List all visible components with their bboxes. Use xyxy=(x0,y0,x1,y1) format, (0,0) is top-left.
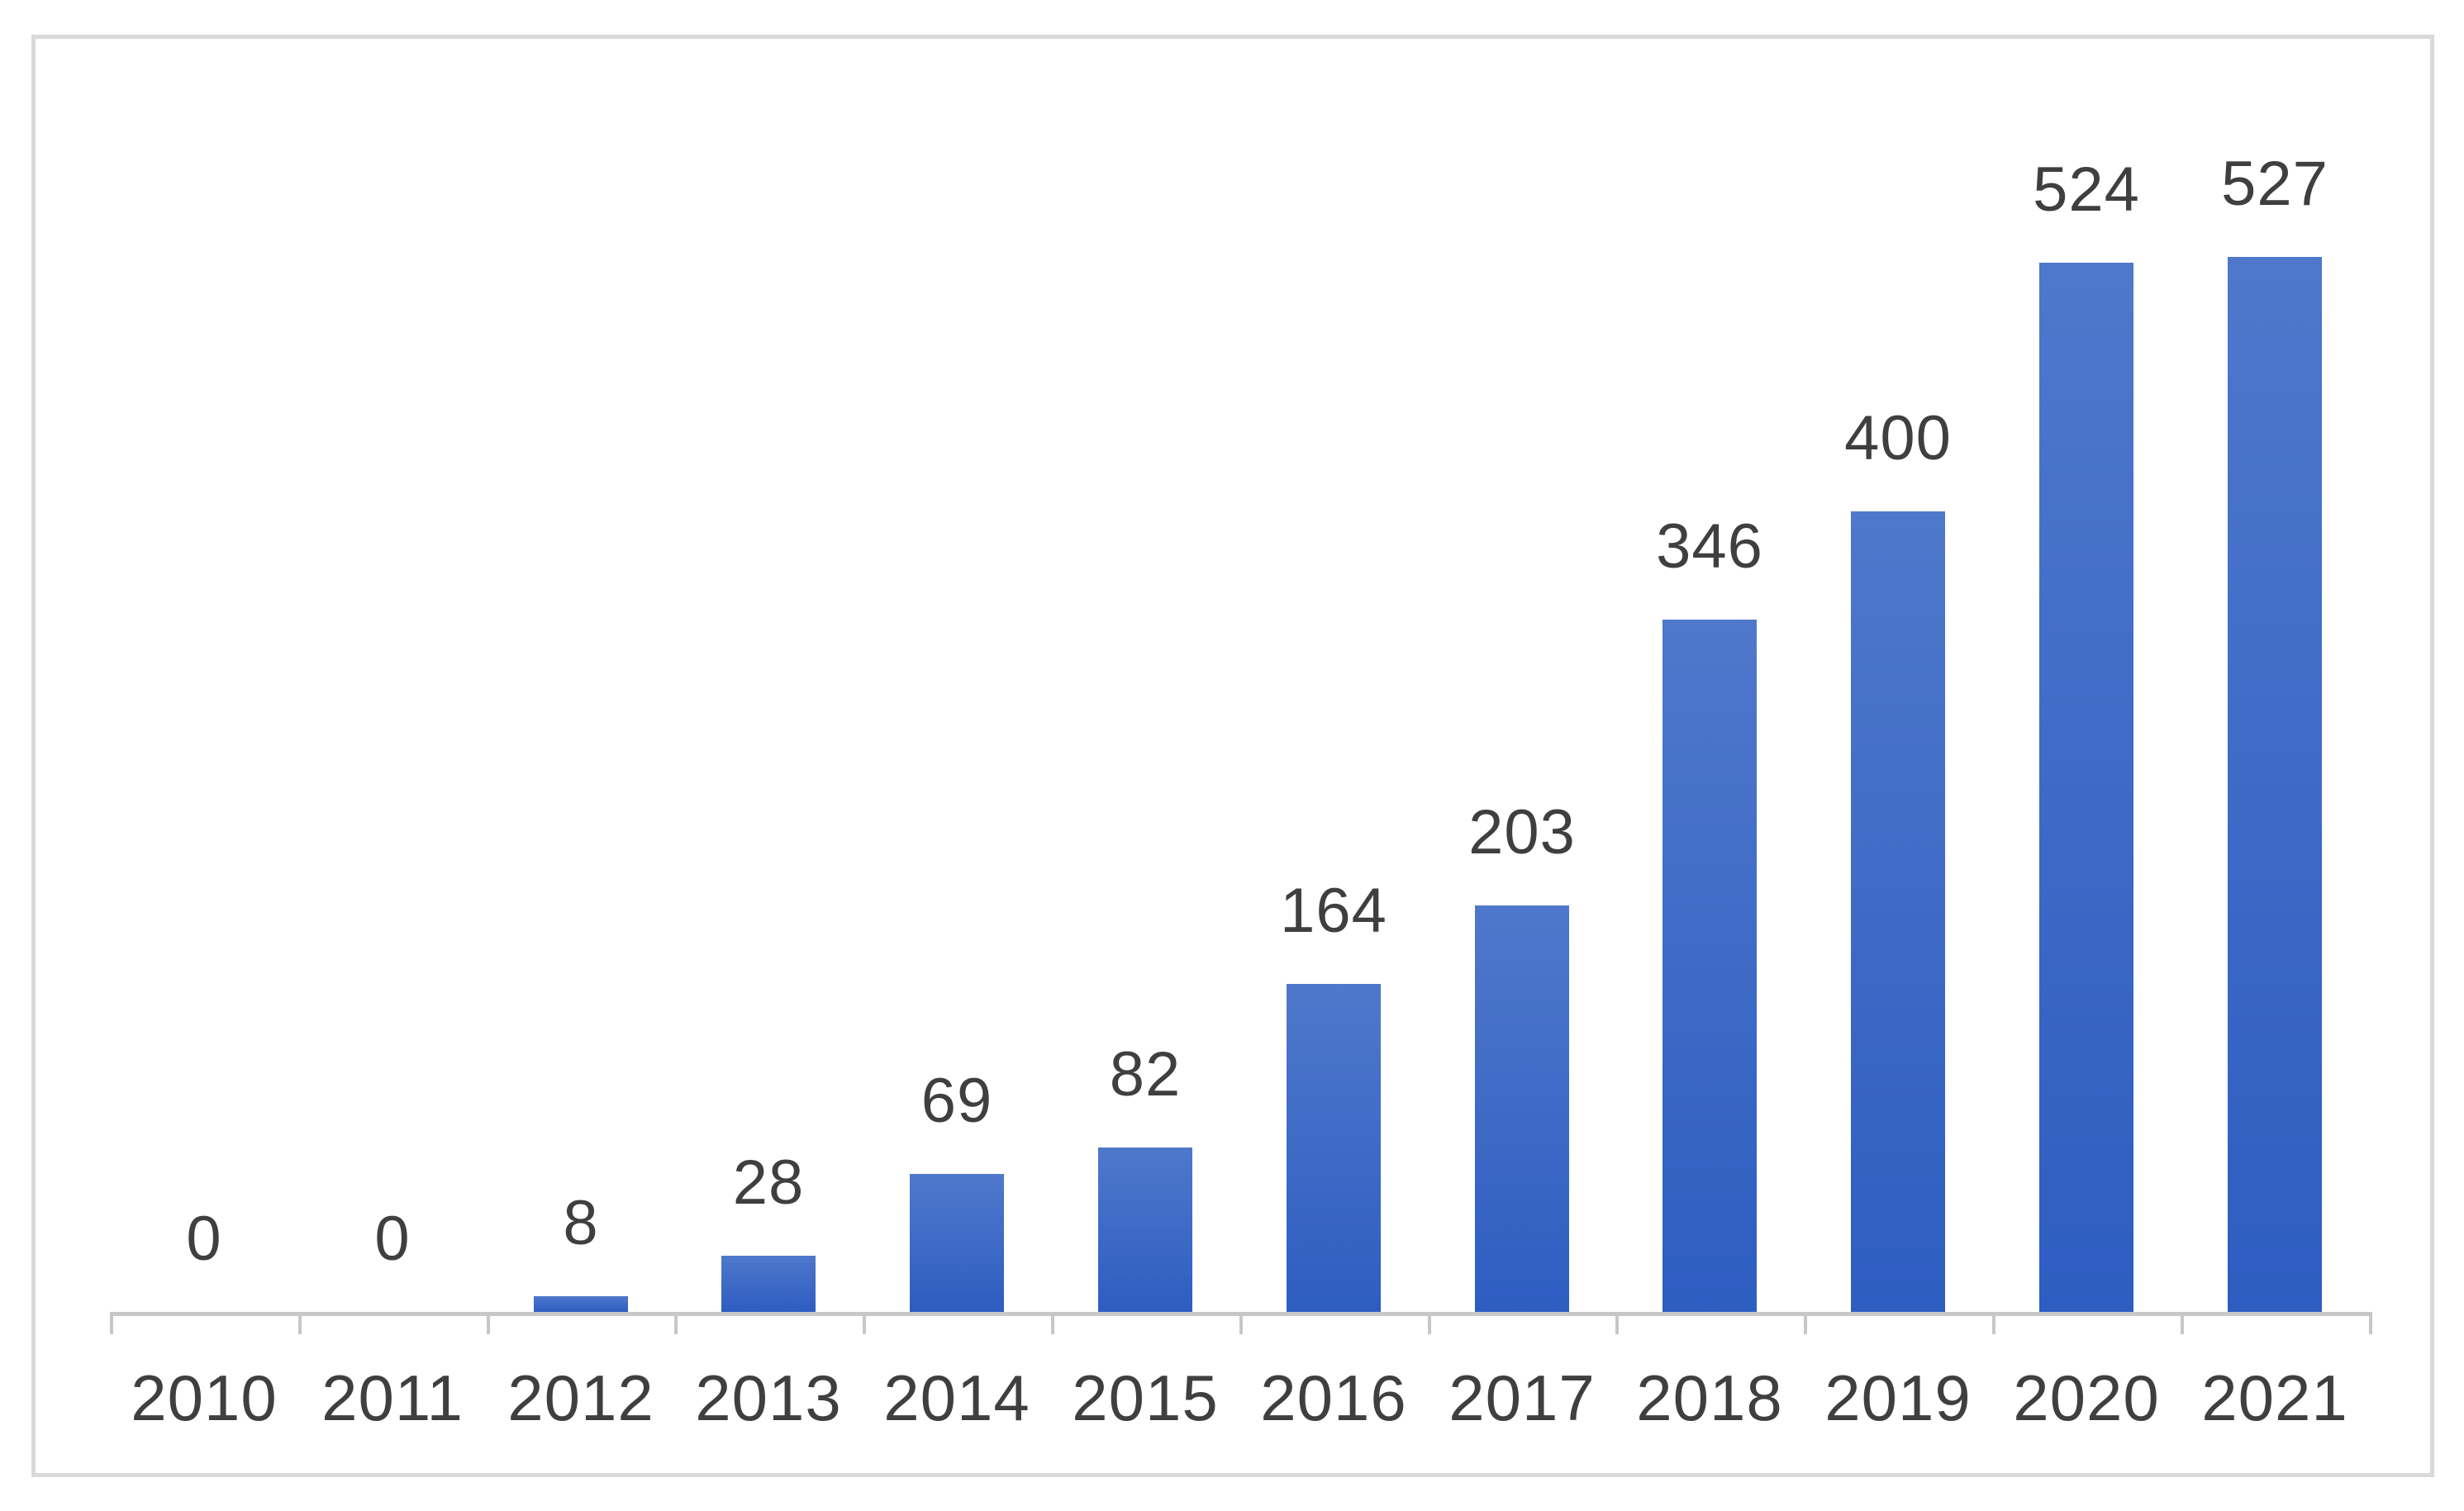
x-axis-label-2017: 2017 xyxy=(1448,1361,1596,1434)
bar-2020 xyxy=(2039,263,2133,1312)
x-axis-tick xyxy=(1615,1312,1619,1334)
x-axis-tick xyxy=(1804,1312,1807,1334)
bar-2019 xyxy=(1851,511,1945,1312)
x-axis-tick xyxy=(674,1312,678,1334)
x-axis-tick xyxy=(2181,1312,2184,1334)
value-label-2020: 524 xyxy=(2033,154,2140,225)
value-label-2018: 346 xyxy=(1656,511,1763,582)
bar-2021 xyxy=(2228,257,2322,1312)
value-label-2012: 8 xyxy=(563,1188,599,1258)
bar-2014 xyxy=(910,1174,1004,1312)
value-label-2016: 164 xyxy=(1280,876,1387,946)
x-axis-label-2013: 2013 xyxy=(695,1361,842,1434)
x-axis-tick xyxy=(1239,1312,1243,1334)
value-label-2019: 400 xyxy=(1844,403,1952,473)
x-axis-tick xyxy=(487,1312,490,1334)
plot-area: 0 0 8 28 69 82 164 203 346 400 524 527 2010 2011 2012… xyxy=(36,39,2430,1473)
x-axis-label-2015: 2015 xyxy=(1072,1361,1219,1434)
bar-2017 xyxy=(1475,905,1569,1312)
x-axis-label-2020: 2020 xyxy=(2013,1361,2160,1434)
bar-2012 xyxy=(534,1296,628,1312)
x-axis-tick xyxy=(2369,1312,2372,1334)
bar-2013 xyxy=(721,1256,816,1312)
bar-2018 xyxy=(1662,620,1757,1312)
bar-2015 xyxy=(1098,1148,1192,1312)
bar-2016 xyxy=(1287,984,1381,1312)
value-label-2021: 527 xyxy=(2221,149,2328,219)
value-label-2017: 203 xyxy=(1468,797,1576,867)
x-axis-label-2012: 2012 xyxy=(507,1361,654,1434)
x-axis-tick xyxy=(110,1312,113,1334)
value-label-2014: 69 xyxy=(920,1066,993,1136)
x-axis-label-2018: 2018 xyxy=(1636,1361,1783,1434)
x-axis-tick xyxy=(863,1312,866,1334)
chart-frame: 0 0 8 28 69 82 164 203 346 400 524 527 2010 2011 2012… xyxy=(31,35,2434,1477)
x-axis-tick xyxy=(1051,1312,1054,1334)
x-axis-label-2021: 2021 xyxy=(2201,1361,2348,1434)
x-axis-label-2019: 2019 xyxy=(1824,1361,1972,1434)
x-axis-label-2016: 2016 xyxy=(1260,1361,1407,1434)
x-axis-tick xyxy=(298,1312,302,1334)
x-axis-label-2014: 2014 xyxy=(883,1361,1030,1434)
x-axis-label-2010: 2010 xyxy=(131,1361,278,1434)
x-axis-tick xyxy=(1992,1312,1995,1334)
x-axis-label-2011: 2011 xyxy=(321,1361,464,1434)
value-label-2011: 0 xyxy=(374,1204,411,1274)
value-label-2010: 0 xyxy=(186,1204,222,1274)
value-label-2013: 28 xyxy=(732,1148,805,1218)
value-label-2015: 82 xyxy=(1109,1039,1182,1109)
x-axis-tick xyxy=(1428,1312,1431,1334)
